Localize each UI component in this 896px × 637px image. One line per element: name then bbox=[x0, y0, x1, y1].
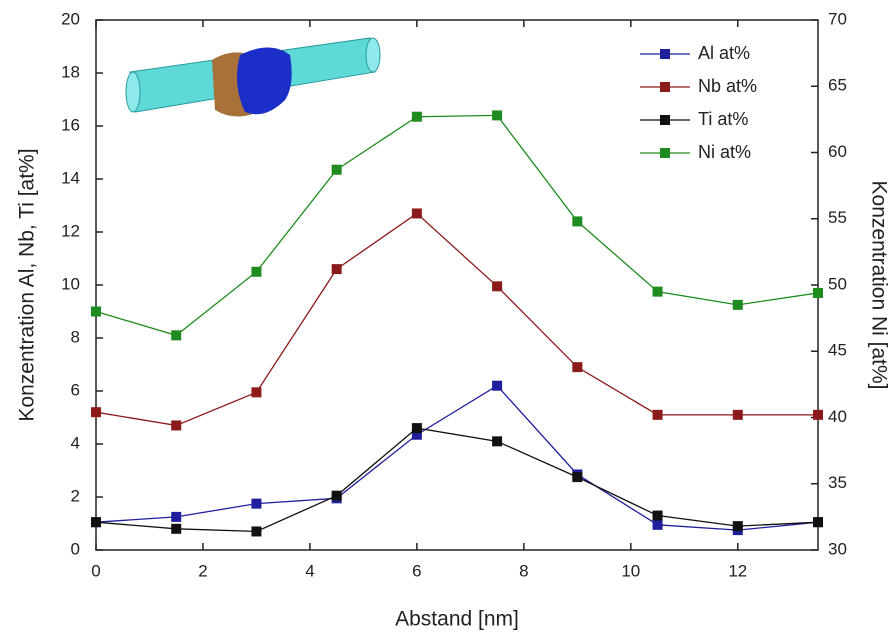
y-tick-label: 16 bbox=[61, 115, 80, 134]
y-tick-label: 10 bbox=[61, 274, 80, 293]
inset-image bbox=[125, 37, 381, 117]
x-tick-label: 6 bbox=[412, 561, 421, 580]
point bbox=[813, 287, 823, 298]
x-tick-label: 0 bbox=[91, 561, 100, 580]
y2-tick-label: 35 bbox=[828, 473, 847, 492]
legend-marker bbox=[660, 49, 670, 59]
series-line bbox=[95, 384, 819, 531]
x-tick-label: 4 bbox=[305, 561, 314, 580]
point bbox=[652, 286, 663, 297]
point bbox=[251, 266, 262, 277]
point bbox=[251, 498, 262, 509]
point bbox=[171, 420, 182, 431]
point bbox=[813, 409, 823, 420]
point bbox=[572, 472, 583, 483]
legend-label: Ni at% bbox=[698, 142, 751, 162]
y-tick-label: 20 bbox=[61, 9, 80, 28]
y-tick-label: 18 bbox=[61, 62, 80, 81]
point bbox=[251, 526, 262, 537]
point bbox=[572, 362, 583, 373]
point bbox=[331, 490, 342, 501]
x-tick-label: 8 bbox=[519, 561, 528, 580]
y2-tick-label: 30 bbox=[828, 539, 847, 558]
y-tick-label: 12 bbox=[61, 221, 80, 240]
series-line bbox=[95, 427, 819, 533]
series-line bbox=[95, 212, 818, 427]
point bbox=[331, 164, 342, 175]
point bbox=[652, 409, 663, 420]
y-tick-label: 0 bbox=[71, 539, 80, 558]
point bbox=[652, 519, 663, 530]
legend-label: Al at% bbox=[698, 43, 750, 63]
y-axis-label: Konzentration Al, Nb, Ti [at%] bbox=[16, 148, 39, 421]
point bbox=[492, 380, 503, 391]
point bbox=[411, 423, 422, 434]
point bbox=[91, 517, 101, 528]
y2-tick-label: 70 bbox=[828, 9, 847, 28]
legend-marker bbox=[660, 148, 670, 158]
y-tick-label: 6 bbox=[71, 380, 80, 399]
legend-label: Nb at% bbox=[698, 76, 757, 96]
point bbox=[492, 110, 503, 121]
point bbox=[492, 281, 503, 292]
y2-axis-label: Konzentration Ni [at%] bbox=[867, 181, 890, 390]
x-axis-label: Abstand [nm] bbox=[395, 608, 519, 631]
y2-tick-label: 50 bbox=[828, 274, 847, 293]
legend-label: Ti at% bbox=[698, 109, 748, 129]
point bbox=[251, 387, 262, 398]
point bbox=[732, 521, 743, 532]
point bbox=[732, 299, 743, 310]
y-tick-label: 4 bbox=[71, 433, 80, 452]
point bbox=[411, 429, 422, 440]
y-tick-label: 8 bbox=[71, 327, 80, 346]
y2-tick-label: 55 bbox=[828, 208, 847, 227]
x-tick-label: 10 bbox=[621, 561, 640, 580]
x-tick-label: 12 bbox=[728, 561, 747, 580]
point bbox=[813, 517, 823, 528]
legend-marker bbox=[660, 82, 670, 92]
series-line bbox=[95, 114, 819, 337]
point bbox=[171, 511, 182, 522]
point bbox=[732, 409, 743, 420]
y2-tick-label: 60 bbox=[828, 142, 847, 161]
y2-tick-label: 65 bbox=[828, 76, 847, 95]
point bbox=[411, 111, 422, 122]
point bbox=[171, 330, 182, 341]
x-tick-label: 2 bbox=[198, 561, 207, 580]
point bbox=[91, 407, 101, 418]
point bbox=[652, 510, 663, 521]
point bbox=[411, 208, 422, 219]
point bbox=[91, 306, 101, 317]
point bbox=[331, 264, 342, 275]
point bbox=[492, 436, 503, 447]
legend-marker bbox=[660, 115, 670, 125]
y-tick-label: 14 bbox=[61, 168, 80, 187]
y2-tick-label: 40 bbox=[828, 407, 847, 426]
y-tick-label: 2 bbox=[71, 486, 80, 505]
point bbox=[572, 216, 583, 227]
y2-tick-label: 45 bbox=[828, 341, 847, 360]
point bbox=[171, 523, 182, 534]
